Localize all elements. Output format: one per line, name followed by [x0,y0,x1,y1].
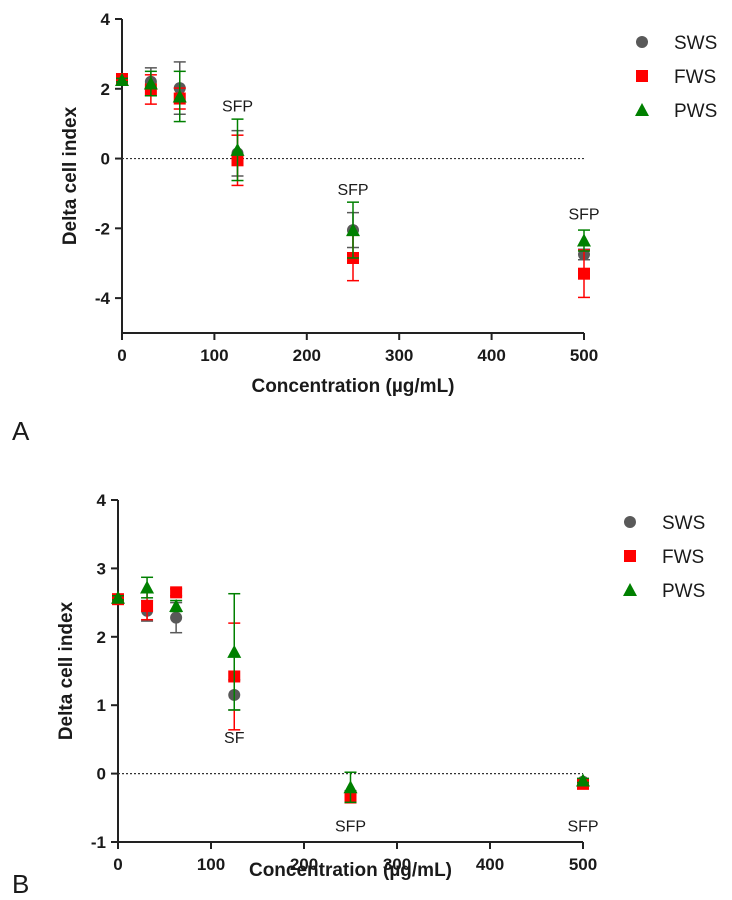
y-tick-label: 0 [101,150,110,169]
legend-label-pws: PWS [662,581,705,602]
x-axis-title: Concentration (µg/mL) [251,376,454,397]
data-point-pws [169,599,184,613]
y-tick-label: -2 [95,219,110,238]
y-tick-label: 4 [97,491,107,510]
data-point-sws [170,611,183,624]
panel-a: -4 -2 0 2 4 0 100 200 300 400 500 Concentration (µg… [60,10,717,397]
series-sws [112,593,589,801]
significance-annotation: SFP [335,819,366,836]
legend-marker-fws [624,550,636,562]
legend-label-fws: FWS [674,67,716,88]
x-axis-title: Concentration (µg/mL) [249,860,452,881]
x-tick-label: 200 [290,855,318,874]
significance-annotation: SFP [567,819,598,836]
legend-marker-sws [624,516,636,528]
y-axis-title: Delta cell index [56,601,77,740]
legend-marker-sws [636,36,648,48]
y-tick-label: -1 [91,833,106,852]
data-point-fws [170,586,183,599]
significance-annotation: SFP [222,98,253,115]
x-tick-label: 0 [113,855,122,874]
x-tick-label: 100 [200,346,228,365]
data-point-pws [230,142,245,156]
y-tick-label: 1 [97,696,106,715]
legend-label-pws: PWS [674,101,717,122]
data-point-pws [140,580,155,594]
legend-marker-pws [623,583,637,596]
series-fws [112,586,589,804]
y-axis-title: Delta cell index [60,106,81,245]
data-point-pws [115,73,129,87]
legend-label-fws: FWS [662,547,704,568]
data-point-pws [343,780,358,794]
data-point-fws [578,267,590,280]
panel-letter-a: A [12,416,30,446]
x-tick-label: 300 [383,855,411,874]
y-tick-label: 0 [97,765,106,784]
y-tick-label: 2 [97,628,106,647]
x-tick-label: 500 [569,855,597,874]
legend-label-sws: SWS [662,513,705,534]
panel-letter-b: B [12,869,29,899]
data-point-pws [172,89,187,103]
y-tick-label: 3 [97,559,106,578]
x-tick-label: 0 [117,346,126,365]
y-tick-label: 4 [101,10,111,29]
legend-label-sws: SWS [674,33,717,54]
y-tick-label: -4 [95,289,111,308]
series-pws [115,70,591,259]
y-tick-label: 2 [101,80,110,99]
x-tick-label: 200 [293,346,321,365]
x-tick-label: 500 [570,346,598,365]
series-pws [111,576,590,804]
data-point-pws [576,773,590,787]
x-tick-label: 400 [476,855,504,874]
x-tick-label: 100 [197,855,225,874]
data-point-fws [141,600,154,613]
data-point-pws [346,223,360,237]
data-point-pws [143,76,158,90]
legend-marker-fws [636,70,648,82]
panel-b: -1 0 1 2 3 4 0 100 200 300 400 500 Concentration (µg… [56,491,705,881]
data-point-pws [227,644,242,658]
significance-annotation: SF [224,730,245,747]
x-tick-label: 300 [385,346,413,365]
data-point-pws [111,590,125,604]
x-tick-label: 400 [477,346,505,365]
data-point-pws [577,233,591,247]
significance-annotation: SFP [568,207,599,224]
legend-marker-pws [635,103,649,116]
significance-annotation: SFP [337,182,368,199]
